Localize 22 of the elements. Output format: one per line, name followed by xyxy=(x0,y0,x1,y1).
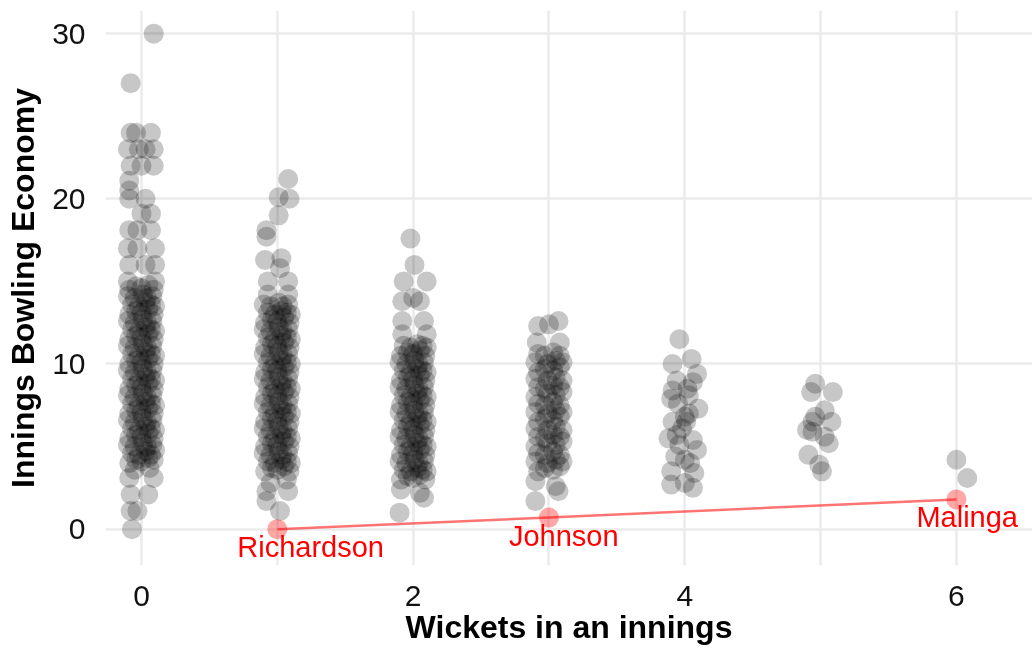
point xyxy=(680,453,701,474)
y-tick-label: 20 xyxy=(52,181,86,215)
point xyxy=(946,449,967,470)
annotation: Malinga xyxy=(916,501,1019,534)
point xyxy=(674,472,695,493)
point xyxy=(801,382,822,403)
point xyxy=(662,354,683,374)
annotation: Richardson xyxy=(237,531,385,564)
x-tick-label: 6 xyxy=(948,578,965,612)
y-tick-label: 30 xyxy=(52,16,86,50)
y-tick-label: 0 xyxy=(68,512,86,546)
point xyxy=(811,461,832,482)
annotation: Johnson xyxy=(508,519,619,552)
point xyxy=(682,372,703,393)
y-tick-label: 10 xyxy=(52,346,86,380)
point xyxy=(822,382,843,403)
x-tick-label: 0 xyxy=(133,578,150,612)
point xyxy=(957,467,978,488)
point xyxy=(818,433,839,454)
y-axis-title: Innings Bowling Economy xyxy=(5,87,42,488)
point xyxy=(805,406,826,427)
point xyxy=(669,329,690,350)
